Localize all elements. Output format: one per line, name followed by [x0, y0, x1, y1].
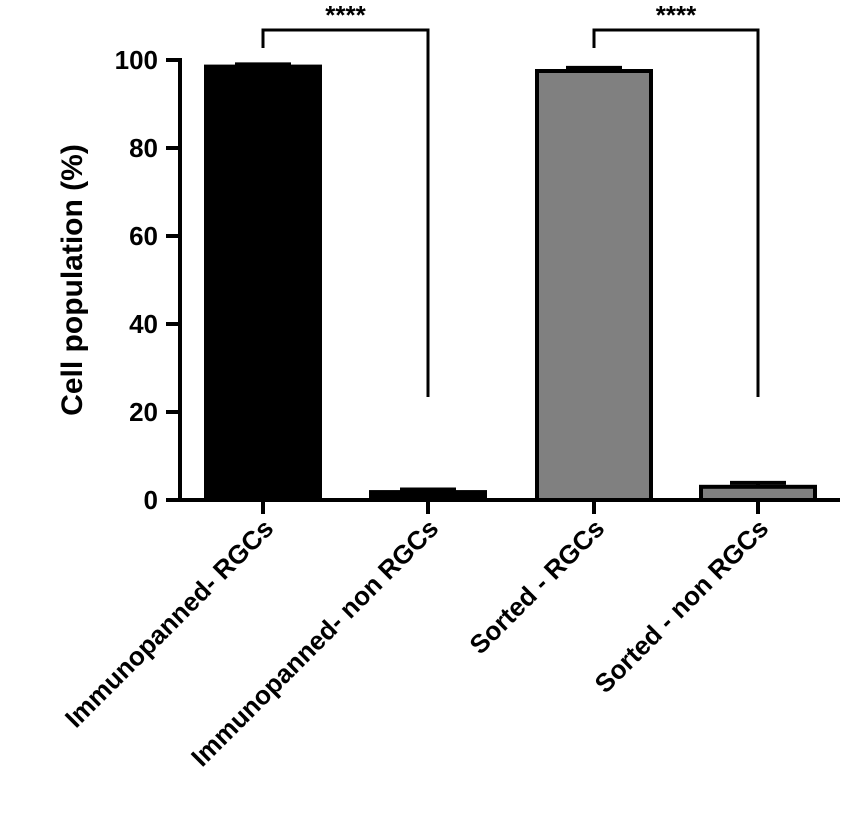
bars	[204, 64, 817, 502]
significance-label: ****	[325, 0, 366, 30]
category-label: Sorted - RGCs	[463, 513, 610, 660]
y-tick-label: 80	[129, 133, 158, 163]
y-tick-label: 100	[115, 45, 158, 75]
significance-label: ****	[656, 0, 697, 30]
y-tick-label: 0	[144, 485, 158, 515]
error-bars	[235, 62, 786, 493]
y-tick-label: 60	[129, 221, 158, 251]
bar	[535, 69, 653, 502]
y-axis-title: Cell population (%)	[56, 144, 89, 416]
significance-bracket	[261, 28, 430, 397]
y-tick-label: 40	[129, 309, 158, 339]
significance-brackets: **** ****	[261, 0, 760, 397]
category-label: Sorted - non RGCs	[589, 513, 775, 699]
bar	[204, 64, 322, 502]
significance-bracket	[592, 28, 760, 397]
bar	[699, 484, 817, 502]
y-tick-label: 20	[129, 397, 158, 427]
bar	[369, 490, 487, 502]
